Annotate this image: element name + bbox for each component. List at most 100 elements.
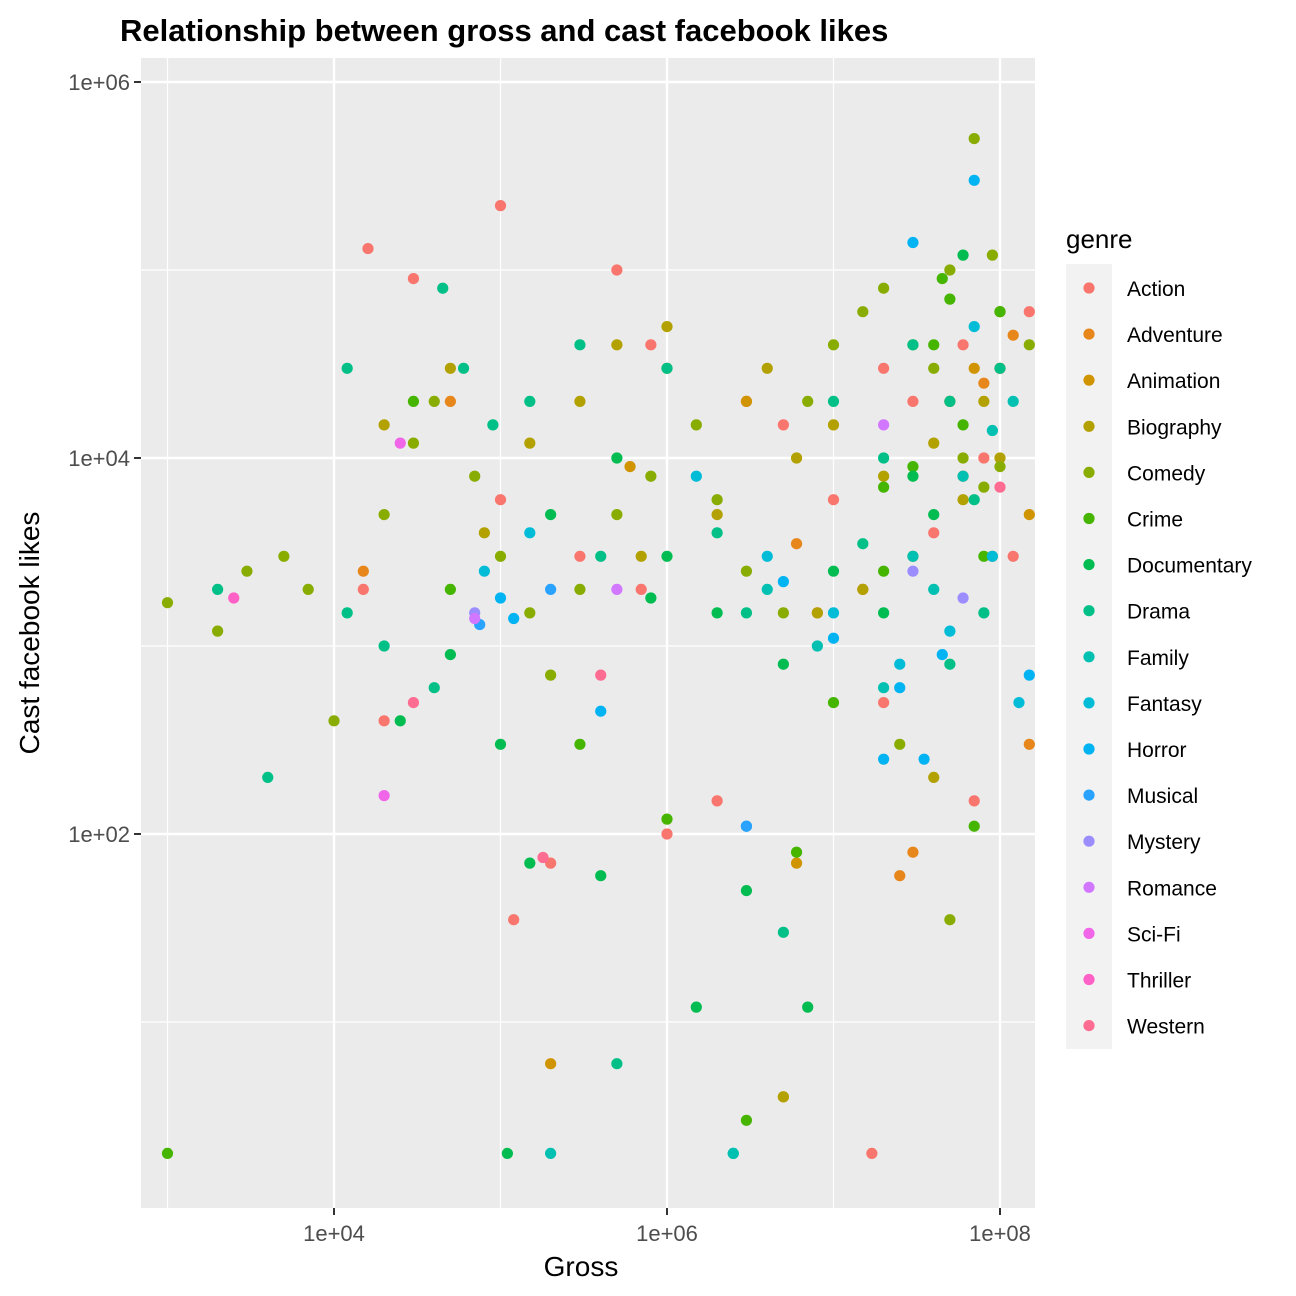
point-drama bbox=[994, 362, 1006, 374]
point-fantasy bbox=[524, 527, 536, 539]
point-comedy bbox=[944, 914, 956, 926]
point-adventure bbox=[1023, 738, 1035, 750]
point-biography bbox=[928, 771, 940, 784]
legend: genre Action Adventure Animation Biography C… bbox=[1066, 224, 1252, 1049]
point-horror bbox=[508, 612, 520, 625]
point-comedy bbox=[407, 437, 420, 449]
legend-label-western: Western bbox=[1127, 1016, 1205, 1039]
point-biography bbox=[761, 362, 773, 374]
point-action bbox=[777, 419, 789, 431]
point-biography bbox=[574, 395, 586, 408]
legend-key-comedy bbox=[1083, 466, 1095, 478]
y-tick-label: 1e+06 bbox=[68, 70, 130, 95]
point-comedy bbox=[469, 470, 481, 482]
point-comedy bbox=[494, 550, 507, 562]
y-axis-tick-labels: 1e+02 1e+04 1e+06 bbox=[68, 70, 130, 847]
point-thriller bbox=[228, 592, 240, 604]
point-comedy bbox=[690, 419, 702, 431]
point-drama bbox=[968, 494, 980, 506]
point-crime bbox=[994, 306, 1006, 318]
point-horror bbox=[1023, 669, 1035, 681]
point-drama bbox=[437, 282, 449, 294]
point-documentary bbox=[777, 658, 789, 670]
point-biography bbox=[827, 419, 840, 431]
point-animation bbox=[624, 461, 636, 473]
point-crime bbox=[661, 813, 673, 825]
x-axis-tick-labels: 1e+04 1e+06 1e+08 bbox=[303, 1221, 1031, 1246]
point-comedy bbox=[278, 550, 290, 562]
point-comedy bbox=[378, 508, 390, 521]
point-action bbox=[1007, 550, 1019, 562]
point-action bbox=[827, 494, 840, 506]
point-horror bbox=[777, 576, 789, 588]
point-action bbox=[508, 914, 520, 926]
point-family bbox=[928, 583, 940, 596]
point-family bbox=[957, 470, 969, 482]
legend-label-fantasy: Fantasy bbox=[1127, 693, 1202, 716]
legend-key-animation bbox=[1083, 374, 1095, 386]
point-drama bbox=[341, 362, 353, 374]
point-comedy bbox=[827, 339, 840, 351]
point-horror bbox=[918, 753, 930, 765]
legend-label-animation: Animation bbox=[1127, 370, 1220, 393]
point-family bbox=[878, 682, 890, 694]
point-documentary bbox=[545, 508, 557, 521]
y-axis-title: Cast facebook likes bbox=[14, 512, 45, 755]
point-documentary bbox=[524, 857, 536, 869]
point-drama bbox=[428, 682, 440, 694]
point-drama bbox=[212, 583, 224, 596]
legend-label-documentary: Documentary bbox=[1127, 555, 1252, 578]
point-biography bbox=[994, 452, 1006, 464]
point-comedy bbox=[1023, 339, 1035, 351]
point-crime bbox=[444, 583, 456, 596]
plot-panel bbox=[141, 58, 1035, 1208]
legend-key-crime bbox=[1083, 512, 1095, 525]
point-comedy bbox=[957, 452, 969, 464]
point-horror bbox=[907, 236, 919, 249]
point-crime bbox=[928, 339, 940, 351]
point-musical bbox=[740, 820, 753, 832]
point-sci-fi bbox=[378, 790, 390, 802]
point-family bbox=[761, 583, 773, 596]
point-adventure bbox=[978, 377, 990, 389]
legend-label-crime: Crime bbox=[1127, 509, 1183, 532]
legend-label-sci-fi: Sci-Fi bbox=[1127, 923, 1181, 946]
point-biography bbox=[978, 395, 990, 408]
point-mystery bbox=[957, 592, 969, 604]
point-drama bbox=[611, 1058, 623, 1070]
point-comedy bbox=[212, 625, 224, 637]
point-action bbox=[378, 715, 390, 727]
point-crime bbox=[944, 293, 956, 305]
legend-label-drama: Drama bbox=[1127, 601, 1190, 624]
point-comedy bbox=[777, 607, 789, 619]
point-fantasy bbox=[478, 565, 490, 577]
point-action bbox=[878, 696, 890, 709]
point-drama bbox=[524, 395, 536, 408]
point-comedy bbox=[978, 481, 990, 493]
point-action bbox=[661, 828, 673, 840]
point-documentary bbox=[907, 470, 919, 482]
y-tick-label: 1e+04 bbox=[68, 446, 130, 471]
legend-label-mystery: Mystery bbox=[1127, 831, 1201, 854]
legend-label-biography: Biography bbox=[1127, 416, 1222, 439]
point-crime bbox=[878, 565, 890, 577]
point-crime bbox=[978, 550, 990, 562]
point-horror bbox=[595, 705, 607, 717]
point-action bbox=[635, 583, 647, 596]
legend-key-fantasy bbox=[1083, 697, 1095, 709]
legend-label-adventure: Adventure bbox=[1127, 324, 1223, 347]
point-romance bbox=[611, 583, 623, 596]
point-comedy bbox=[928, 362, 940, 374]
point-action bbox=[407, 273, 420, 285]
point-documentary bbox=[444, 649, 456, 661]
point-drama bbox=[857, 538, 869, 550]
point-comedy bbox=[524, 607, 536, 619]
legend-key-western bbox=[1083, 1020, 1095, 1032]
legend-key-sci-fi bbox=[1083, 927, 1095, 940]
legend-label-musical: Musical bbox=[1127, 785, 1198, 808]
legend-label-action: Action bbox=[1127, 278, 1185, 301]
point-biography bbox=[478, 527, 490, 539]
point-western bbox=[537, 851, 549, 864]
point-action bbox=[611, 264, 623, 276]
point-drama bbox=[595, 550, 607, 562]
